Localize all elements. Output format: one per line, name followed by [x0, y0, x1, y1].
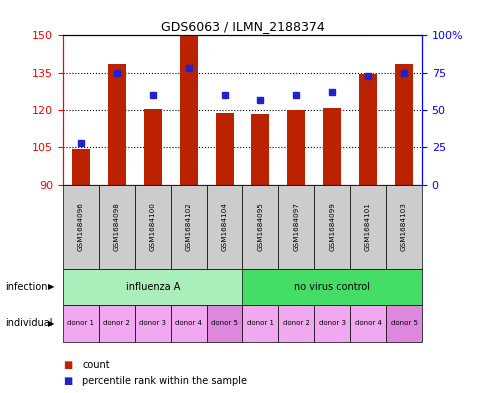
- Text: donor 2: donor 2: [103, 320, 130, 326]
- Text: donor 5: donor 5: [211, 320, 238, 326]
- Text: ▶: ▶: [47, 319, 54, 328]
- Bar: [215, 112, 233, 185]
- Bar: [107, 64, 125, 185]
- Bar: [394, 64, 412, 185]
- Bar: [287, 110, 304, 185]
- Text: GSM1684103: GSM1684103: [400, 202, 406, 252]
- Text: GSM1684102: GSM1684102: [185, 202, 191, 252]
- Text: GSM1684104: GSM1684104: [221, 202, 227, 252]
- Text: donor 3: donor 3: [318, 320, 345, 326]
- Text: ■: ■: [63, 360, 72, 370]
- Text: GSM1684099: GSM1684099: [329, 202, 334, 252]
- Bar: [322, 108, 340, 185]
- Text: GSM1684097: GSM1684097: [293, 202, 299, 252]
- Text: donor 4: donor 4: [354, 320, 381, 326]
- Bar: [72, 149, 90, 185]
- Text: ■: ■: [63, 376, 72, 386]
- Text: donor 1: donor 1: [246, 320, 273, 326]
- Text: no virus control: no virus control: [294, 282, 369, 292]
- Text: GSM1684095: GSM1684095: [257, 202, 263, 252]
- Text: percentile rank within the sample: percentile rank within the sample: [82, 376, 247, 386]
- Text: infection: infection: [5, 282, 47, 292]
- Text: GSM1684096: GSM1684096: [78, 202, 84, 252]
- Text: donor 2: donor 2: [282, 320, 309, 326]
- Text: GSM1684101: GSM1684101: [364, 202, 370, 252]
- Text: ▶: ▶: [47, 283, 54, 291]
- Bar: [358, 74, 376, 185]
- Title: GDS6063 / ILMN_2188374: GDS6063 / ILMN_2188374: [160, 20, 324, 33]
- Bar: [143, 109, 161, 185]
- Text: donor 3: donor 3: [139, 320, 166, 326]
- Text: donor 4: donor 4: [175, 320, 202, 326]
- Text: donor 1: donor 1: [67, 320, 94, 326]
- Text: GSM1684100: GSM1684100: [150, 202, 155, 252]
- Text: individual: individual: [5, 318, 52, 328]
- Text: count: count: [82, 360, 110, 370]
- Bar: [179, 35, 197, 185]
- Text: influenza A: influenza A: [125, 282, 180, 292]
- Text: donor 5: donor 5: [390, 320, 417, 326]
- Text: GSM1684098: GSM1684098: [114, 202, 120, 252]
- Bar: [251, 114, 269, 185]
